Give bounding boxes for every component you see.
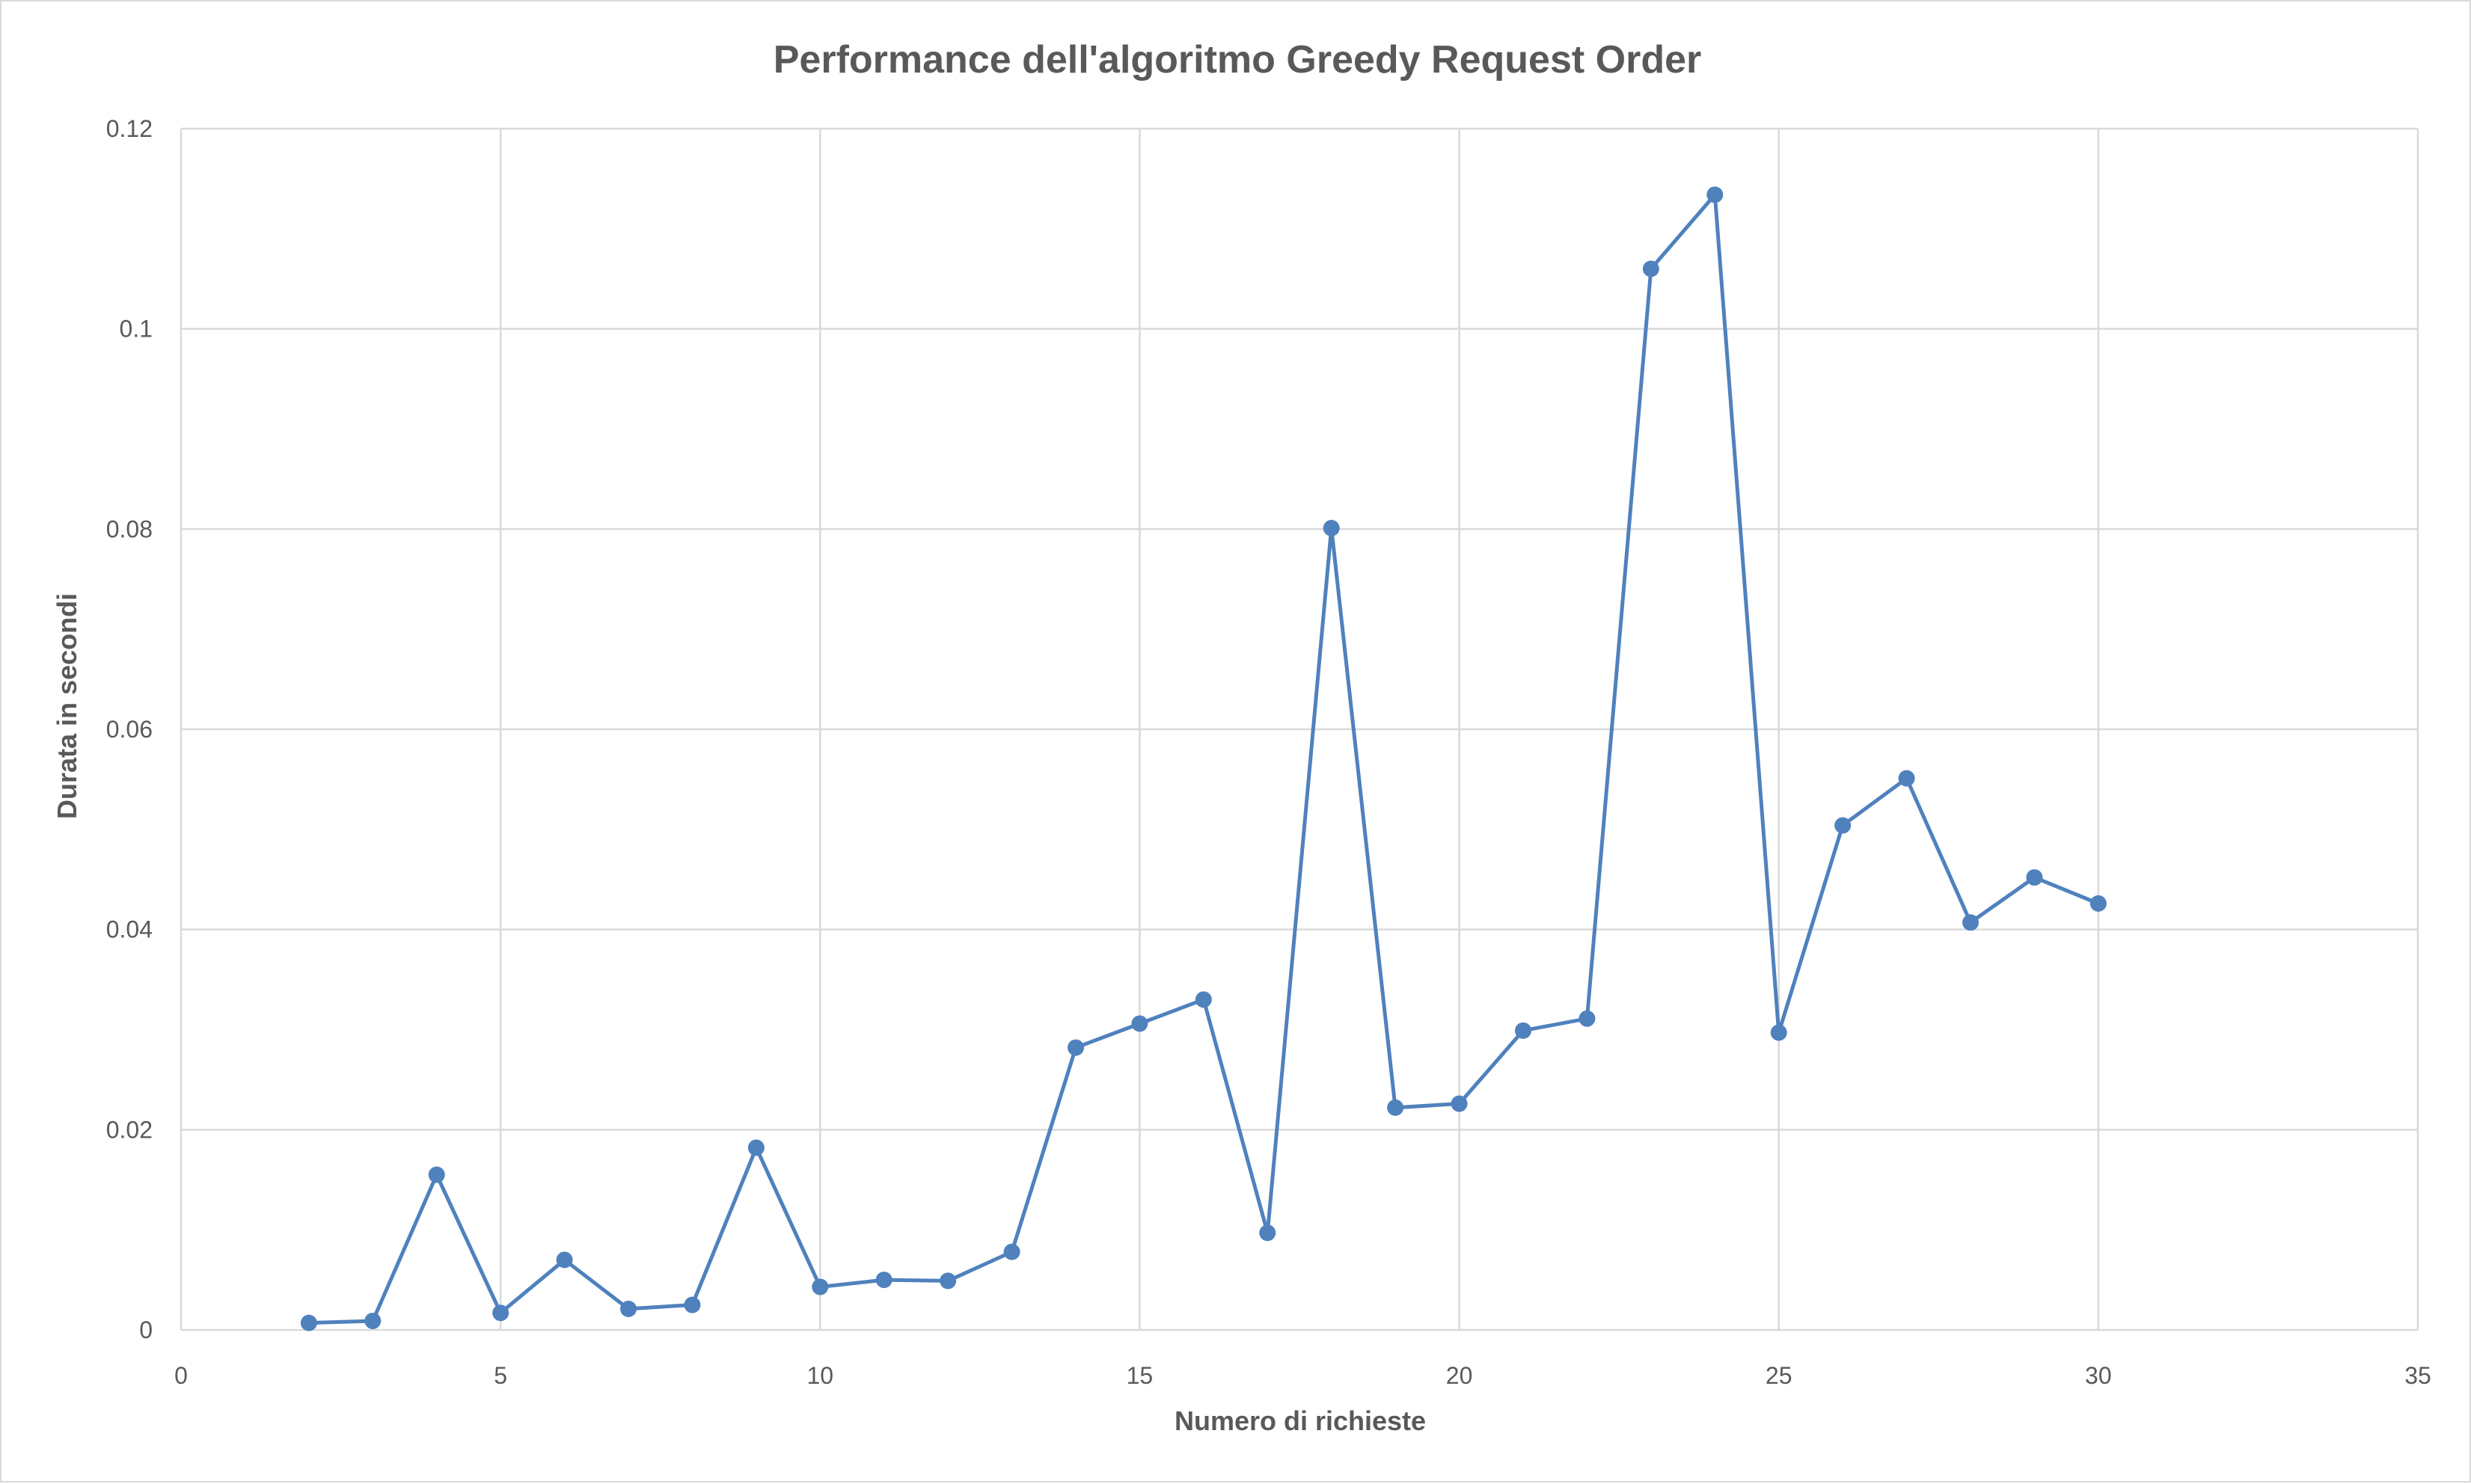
x-axis-title: Numero di richieste bbox=[1175, 1405, 1426, 1436]
data-point bbox=[1579, 1010, 1596, 1027]
y-tick-label: 0.1 bbox=[120, 316, 153, 343]
x-tick-label: 5 bbox=[494, 1362, 507, 1389]
tick-labels: 0 5 10 15 20 25 30 35 0 0.02 0.04 0.06 0.08 0.1 0.12 bbox=[106, 115, 2431, 1389]
y-tick-label: 0.04 bbox=[106, 916, 153, 943]
x-tick-label: 10 bbox=[806, 1362, 833, 1389]
data-point bbox=[875, 1272, 892, 1289]
y-tick-label: 0.08 bbox=[106, 515, 153, 542]
data-point bbox=[1834, 817, 1852, 834]
x-tick-label: 15 bbox=[1127, 1362, 1154, 1389]
data-point bbox=[2026, 869, 2043, 886]
data-point bbox=[684, 1296, 701, 1313]
data-point bbox=[1003, 1243, 1020, 1260]
x-tick-label: 35 bbox=[2404, 1362, 2431, 1389]
data-point bbox=[492, 1304, 509, 1322]
data-point bbox=[428, 1166, 445, 1183]
data-point bbox=[1068, 1039, 1084, 1056]
x-tick-label: 25 bbox=[1766, 1362, 1792, 1389]
data-point bbox=[620, 1300, 637, 1317]
data-point bbox=[1387, 1099, 1404, 1116]
chart-title: Performance dell'algoritmo Greedy Reques… bbox=[774, 38, 1702, 82]
y-tick-label: 0.06 bbox=[106, 716, 153, 743]
data-point bbox=[747, 1139, 765, 1156]
series-line bbox=[307, 192, 2101, 1325]
data-point bbox=[1770, 1024, 1787, 1041]
y-tick-label: 0 bbox=[139, 1316, 153, 1343]
data-point bbox=[300, 1314, 317, 1331]
data-point bbox=[1323, 519, 1340, 536]
x-tick-label: 20 bbox=[1446, 1362, 1473, 1389]
y-tick-label: 0.12 bbox=[106, 115, 153, 142]
grid-lines bbox=[180, 127, 2419, 1331]
data-point bbox=[364, 1312, 382, 1329]
data-point bbox=[1195, 991, 1212, 1008]
data-point bbox=[1898, 770, 1915, 787]
data-point bbox=[1451, 1095, 1468, 1112]
data-point bbox=[1962, 914, 1979, 931]
x-tick-label: 0 bbox=[174, 1362, 188, 1389]
data-point bbox=[1131, 1015, 1148, 1032]
y-axis-title: Durata in secondi bbox=[52, 593, 82, 819]
data-point bbox=[2089, 895, 2107, 912]
x-tick-label: 30 bbox=[2085, 1362, 2112, 1389]
data-point bbox=[1515, 1022, 1531, 1039]
data-point bbox=[1259, 1224, 1276, 1242]
data-series bbox=[300, 186, 2107, 1331]
data-point bbox=[1706, 186, 1724, 203]
data-point bbox=[940, 1272, 957, 1290]
data-point bbox=[1642, 260, 1659, 278]
data-point bbox=[812, 1278, 829, 1296]
data-point bbox=[556, 1251, 573, 1269]
y-tick-label: 0.02 bbox=[106, 1116, 153, 1143]
